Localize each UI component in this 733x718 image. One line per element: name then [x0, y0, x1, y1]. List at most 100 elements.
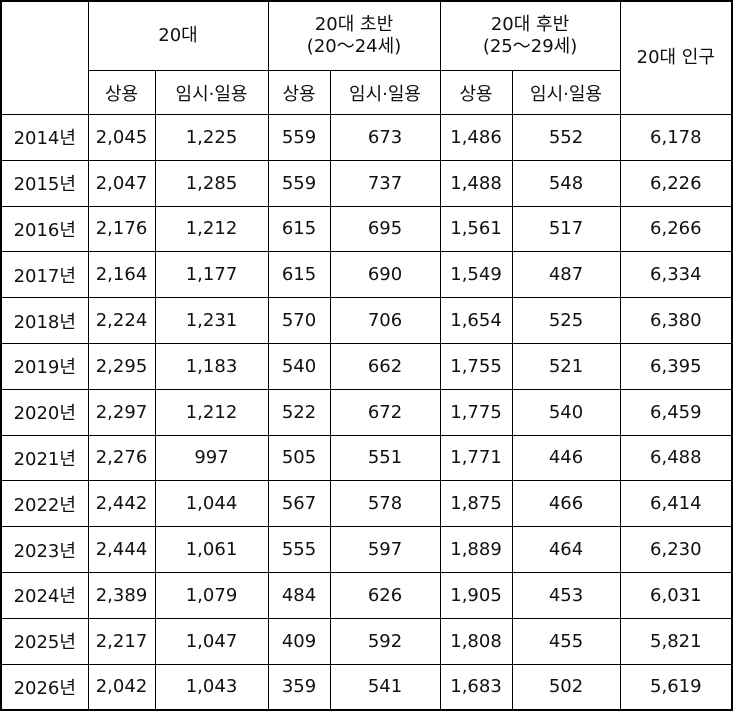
- value-cell: 548: [511, 159, 621, 207]
- value-cell: 522: [267, 388, 331, 436]
- value-cell: 484: [267, 571, 331, 619]
- year-cell: 2017년: [0, 251, 89, 299]
- value-cell: 2,444: [87, 526, 156, 573]
- table-row: 2017년 2,164 1,177 615 690 1,549 487 6,334: [0, 251, 733, 299]
- value-cell: 1,875: [439, 480, 513, 528]
- value-cell: 1,654: [439, 297, 513, 344]
- header-text: (25～29세): [482, 36, 578, 57]
- value-cell: 1,755: [439, 342, 513, 390]
- value-cell: 1,225: [154, 114, 269, 161]
- value-cell: 1,212: [154, 205, 269, 253]
- value-cell: 559: [267, 159, 331, 207]
- value-cell: 1,771: [439, 434, 513, 482]
- year-cell: 2015년: [0, 159, 89, 207]
- value-cell: 2,045: [87, 114, 156, 161]
- table-row: 2025년 2,217 1,047 409 592 1,808 455 5,821: [0, 617, 733, 665]
- value-cell: 1,285: [154, 159, 269, 207]
- value-cell: 6,380: [619, 297, 733, 344]
- value-cell: 567: [267, 480, 331, 528]
- value-cell: 6,414: [619, 480, 733, 528]
- value-cell: 359: [267, 663, 331, 711]
- subheader-cell: 임시·일용: [329, 70, 441, 115]
- value-cell: 597: [329, 526, 441, 573]
- value-cell: 690: [329, 251, 441, 299]
- table-row: 2024년 2,389 1,079 484 626 1,905 453 6,031: [0, 571, 733, 619]
- year-cell: 2019년: [0, 342, 89, 390]
- subheader-cell: 상용: [439, 70, 513, 115]
- subheader-cell: 임시·일용: [154, 70, 269, 115]
- value-cell: 695: [329, 205, 441, 253]
- table-row: 2019년 2,295 1,183 540 662 1,755 521 6,395: [0, 342, 733, 390]
- value-cell: 578: [329, 480, 441, 528]
- value-cell: 464: [511, 526, 621, 573]
- header-cell: 20대 초반 (20～24세): [267, 0, 441, 71]
- year-cell: 2014년: [0, 114, 89, 161]
- value-cell: 2,389: [87, 571, 156, 619]
- value-cell: 1,043: [154, 663, 269, 711]
- value-cell: 6,230: [619, 526, 733, 573]
- value-cell: 559: [267, 114, 331, 161]
- subheader-cell: 상용: [267, 70, 331, 115]
- value-cell: 2,442: [87, 480, 156, 528]
- year-cell: 2024년: [0, 571, 89, 619]
- value-cell: 502: [511, 663, 621, 711]
- value-cell: 2,042: [87, 663, 156, 711]
- value-cell: 1,079: [154, 571, 269, 619]
- value-cell: 672: [329, 388, 441, 436]
- value-cell: 5,619: [619, 663, 733, 711]
- value-cell: 1,683: [439, 663, 513, 711]
- value-cell: 662: [329, 342, 441, 390]
- value-cell: 2,164: [87, 251, 156, 299]
- table-row: 2014년 2,045 1,225 559 673 1,486 552 6,178: [0, 114, 733, 161]
- value-cell: 1,486: [439, 114, 513, 161]
- value-cell: 466: [511, 480, 621, 528]
- header-text: 20대: [158, 25, 198, 46]
- header-cell: 20대 인구: [619, 0, 733, 115]
- value-cell: 1,212: [154, 388, 269, 436]
- year-cell: 2026년: [0, 663, 89, 711]
- value-cell: 6,459: [619, 388, 733, 436]
- value-cell: 737: [329, 159, 441, 207]
- value-cell: 1,775: [439, 388, 513, 436]
- value-cell: 1,488: [439, 159, 513, 207]
- value-cell: 521: [511, 342, 621, 390]
- year-cell: 2020년: [0, 388, 89, 436]
- value-cell: 706: [329, 297, 441, 344]
- value-cell: 6,178: [619, 114, 733, 161]
- table-row: 2016년 2,176 1,212 615 695 1,561 517 6,266: [0, 205, 733, 253]
- year-cell: 2023년: [0, 526, 89, 573]
- subheader-cell: 임시·일용: [511, 70, 621, 115]
- value-cell: 6,226: [619, 159, 733, 207]
- value-cell: 487: [511, 251, 621, 299]
- value-cell: 615: [267, 205, 331, 253]
- value-cell: 1,905: [439, 571, 513, 619]
- value-cell: 6,266: [619, 205, 733, 253]
- corner-cell: [0, 0, 89, 115]
- value-cell: 505: [267, 434, 331, 482]
- value-cell: 997: [154, 434, 269, 482]
- value-cell: 6,031: [619, 571, 733, 619]
- value-cell: 453: [511, 571, 621, 619]
- table-row: 2026년 2,042 1,043 359 541 1,683 502 5,619: [0, 663, 733, 711]
- value-cell: 1,183: [154, 342, 269, 390]
- year-cell: 2016년: [0, 205, 89, 253]
- value-cell: 552: [511, 114, 621, 161]
- value-cell: 1,177: [154, 251, 269, 299]
- header-text: 20대 초반: [314, 14, 394, 35]
- value-cell: 540: [267, 342, 331, 390]
- value-cell: 551: [329, 434, 441, 482]
- value-cell: 1,889: [439, 526, 513, 573]
- table-row: 2023년 2,444 1,061 555 597 1,889 464 6,230: [0, 526, 733, 573]
- year-cell: 2021년: [0, 434, 89, 482]
- value-cell: 6,334: [619, 251, 733, 299]
- header-text: (20～24세): [306, 36, 402, 57]
- value-cell: 446: [511, 434, 621, 482]
- header-cell: 20대 후반 (25～29세): [439, 0, 621, 71]
- subheader-cell: 상용: [87, 70, 156, 115]
- table-row: 2018년 2,224 1,231 570 706 1,654 525 6,380: [0, 297, 733, 344]
- value-cell: 1,549: [439, 251, 513, 299]
- value-cell: 517: [511, 205, 621, 253]
- value-cell: 6,395: [619, 342, 733, 390]
- header-text: 20대 후반: [490, 14, 570, 35]
